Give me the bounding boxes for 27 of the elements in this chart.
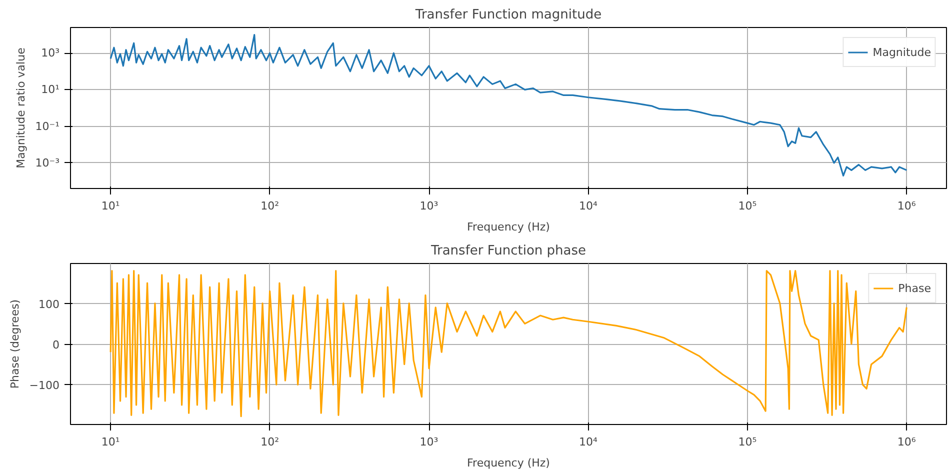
x-tick-label: 10³ bbox=[420, 200, 438, 212]
y-tick-label: 100 bbox=[38, 298, 60, 311]
x-tick-label: 10¹ bbox=[101, 200, 120, 212]
y-axis-title: Magnitude ratio value bbox=[14, 47, 28, 168]
x-axis-title: Frequency (Hz) bbox=[467, 220, 550, 234]
x-tick-label: 10⁶ bbox=[897, 200, 916, 212]
x-tick-label: 10¹ bbox=[101, 436, 120, 448]
legend-label: Phase bbox=[898, 282, 931, 294]
chart-title: Transfer Function magnitude bbox=[414, 8, 602, 22]
x-tick-label: 10³ bbox=[420, 436, 438, 448]
y-tick-label: 0 bbox=[52, 338, 60, 352]
y-tick-label: 10⁻¹ bbox=[35, 120, 60, 133]
x-tick-label: 10² bbox=[260, 200, 280, 212]
y-axis-title: Phase (degrees) bbox=[8, 299, 22, 389]
x-axis-title: Frequency (Hz) bbox=[467, 456, 550, 470]
x-tick-label: 10⁵ bbox=[738, 436, 757, 448]
legend-label: Magnitude bbox=[872, 46, 931, 58]
x-tick-label: 10⁴ bbox=[579, 200, 598, 212]
y-tick-label: 10³ bbox=[41, 46, 60, 60]
y-tick-label: 10¹ bbox=[41, 83, 60, 96]
x-tick-label: 10⁵ bbox=[738, 200, 757, 212]
x-tick-label: 10⁴ bbox=[579, 436, 598, 448]
x-tick-label: 10² bbox=[260, 436, 280, 448]
x-tick-label: 10⁶ bbox=[897, 436, 916, 448]
y-tick-label: −100 bbox=[29, 379, 60, 392]
y-tick-label: 10⁻³ bbox=[35, 156, 60, 170]
chart-title: Transfer Function phase bbox=[430, 244, 586, 258]
